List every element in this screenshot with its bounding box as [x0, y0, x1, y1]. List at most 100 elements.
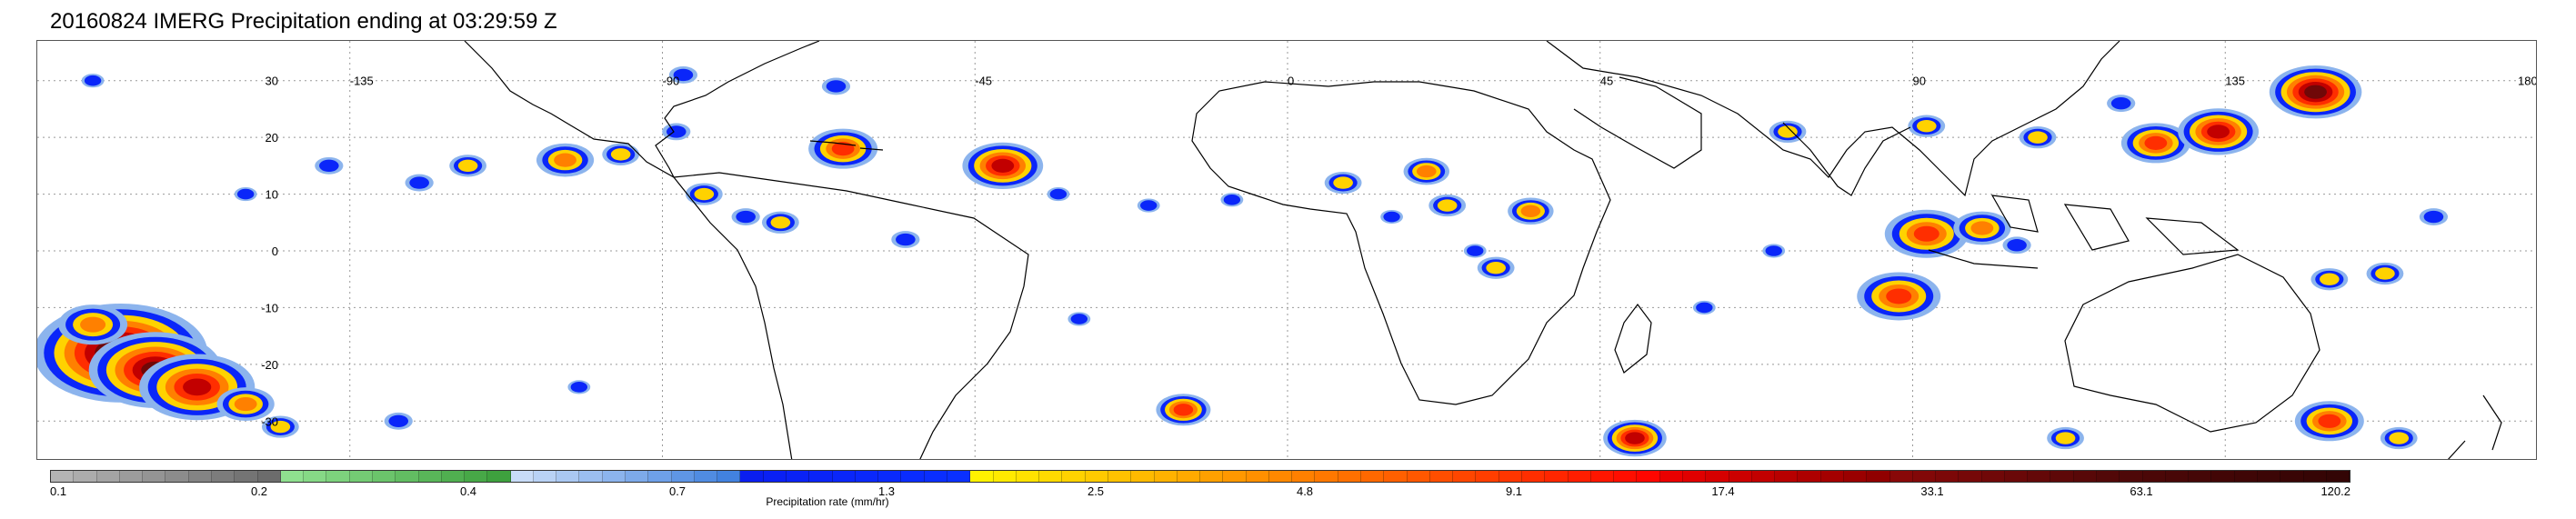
axis-labels: -135 -90 -45 0 45 90 135 180 30 20 10 0 -10 -20 -30 [261, 75, 2537, 429]
colorbar-segment [487, 471, 511, 482]
colorbar-segment [1706, 471, 1729, 482]
colorbar-segment [832, 471, 856, 482]
precip-cell [991, 158, 1015, 173]
colorbar-segment [51, 471, 75, 482]
colorbar-segment [74, 471, 97, 482]
colorbar-segment [2165, 471, 2190, 482]
longitude-label: -90 [663, 75, 680, 88]
coast-new-zealand [2448, 394, 2502, 459]
colorbar-segment [1268, 471, 1293, 482]
precip-cell [2304, 85, 2327, 99]
precip-cell [1383, 211, 1400, 223]
latitude-label: 30 [266, 75, 278, 88]
precip-cell [1467, 245, 1484, 256]
precipitation-map[interactable]: -135 -90 -45 0 45 90 135 180 30 20 10 0 -10 -20 -30 [36, 40, 2537, 460]
latitude-label: -30 [261, 414, 278, 428]
colorbar-tick-label: 120.2 [2320, 484, 2350, 498]
colorbar-segment [1614, 471, 1638, 482]
colorbar-segment [1384, 471, 1408, 482]
latitude-label: 0 [272, 245, 278, 258]
colorbar-segment [1476, 471, 1499, 482]
precip-cell [457, 159, 478, 173]
precip-cell [1916, 119, 1937, 133]
precip-cell [1625, 432, 1645, 444]
precip-cell [1223, 195, 1241, 205]
colorbar-segment [2004, 471, 2029, 482]
colorbar-segment [1729, 471, 1752, 482]
precip-cell [1173, 404, 1194, 416]
colorbar-segment [119, 471, 144, 482]
longitude-label: 180 [2518, 75, 2537, 88]
colorbar-segment [1246, 471, 1269, 482]
colorbar-segment [1959, 471, 1982, 482]
colorbar-segment [1889, 471, 1913, 482]
colorbar-tick-label: 4.8 [1296, 484, 1314, 498]
colorbar-segment [579, 471, 603, 482]
colorbar-tick-label: 0.2 [250, 484, 268, 498]
colorbar-segment [1590, 471, 1615, 482]
colorbar-segment [1453, 471, 1477, 482]
colorbar-segment [1751, 471, 1776, 482]
colorbar-segment [2234, 471, 2258, 482]
colorbar-segment [1568, 471, 1591, 482]
colorbar-segment [2303, 471, 2327, 482]
precip-cell [1070, 314, 1088, 324]
colorbar-segment [2050, 471, 2074, 482]
colorbar-segment [901, 471, 925, 482]
colorbar-segment [2211, 471, 2235, 482]
colorbar-segment [1223, 471, 1247, 482]
colorbar-segment [993, 471, 1017, 482]
precip-cell [1416, 165, 1437, 178]
colorbar [50, 470, 2350, 483]
precip-cell [673, 68, 694, 82]
colorbar-segment [694, 471, 718, 482]
latitude-label: -10 [261, 301, 278, 314]
colorbar-segment [465, 471, 488, 482]
precip-cell [234, 396, 257, 412]
precip-cell [236, 188, 255, 200]
colorbar-segment [1108, 471, 1132, 482]
colorbar-segment [1338, 471, 1362, 482]
graticule [37, 41, 2536, 459]
precip-cell [826, 80, 847, 93]
longitude-label: 45 [1600, 75, 1613, 88]
colorbar-segment [787, 471, 810, 482]
colorbar-segment [235, 471, 258, 482]
colorbar-segment [1177, 471, 1201, 482]
colorbar-segment [1843, 471, 1868, 482]
colorbar-segment [441, 471, 466, 482]
precip-cell [1970, 221, 1994, 235]
colorbar-tick-label: 2.5 [1087, 484, 1105, 498]
colorbar-segment [1936, 471, 1960, 482]
precip-cell [1437, 199, 1458, 212]
colorbar-segment [257, 471, 281, 482]
colorbar-segment [947, 471, 971, 482]
colorbar-segment [349, 471, 373, 482]
colorbar-tick-label: 0.7 [668, 484, 687, 498]
precip-cell [2389, 432, 2410, 444]
colorbar-segment [510, 471, 534, 482]
precip-cell [831, 142, 855, 156]
coast-caribbean-islands [809, 140, 884, 151]
colorbar-segment [165, 471, 189, 482]
precip-cell [770, 216, 791, 229]
precip-cell [2318, 414, 2341, 428]
colorbar-segment [1545, 471, 1569, 482]
coast-australia [2064, 254, 2320, 433]
coast-madagascar [1614, 304, 1652, 374]
colorbar-segment [1292, 471, 1316, 482]
coast-south-america [673, 172, 1029, 459]
colorbar-segment [626, 471, 649, 482]
precip-cell [1765, 245, 1782, 256]
colorbar-segment [970, 471, 994, 482]
colorbar-segment [1361, 471, 1385, 482]
colorbar-segment [740, 471, 764, 482]
colorbar-segment [1912, 471, 1937, 482]
precip-cell [1913, 225, 1940, 242]
precip-cell [409, 176, 429, 189]
colorbar-segment [211, 471, 236, 482]
precip-cell [1886, 288, 1912, 304]
latitude-label: 10 [266, 188, 278, 202]
colorbar-segment [2097, 471, 2120, 482]
coast-north-america [464, 41, 820, 179]
